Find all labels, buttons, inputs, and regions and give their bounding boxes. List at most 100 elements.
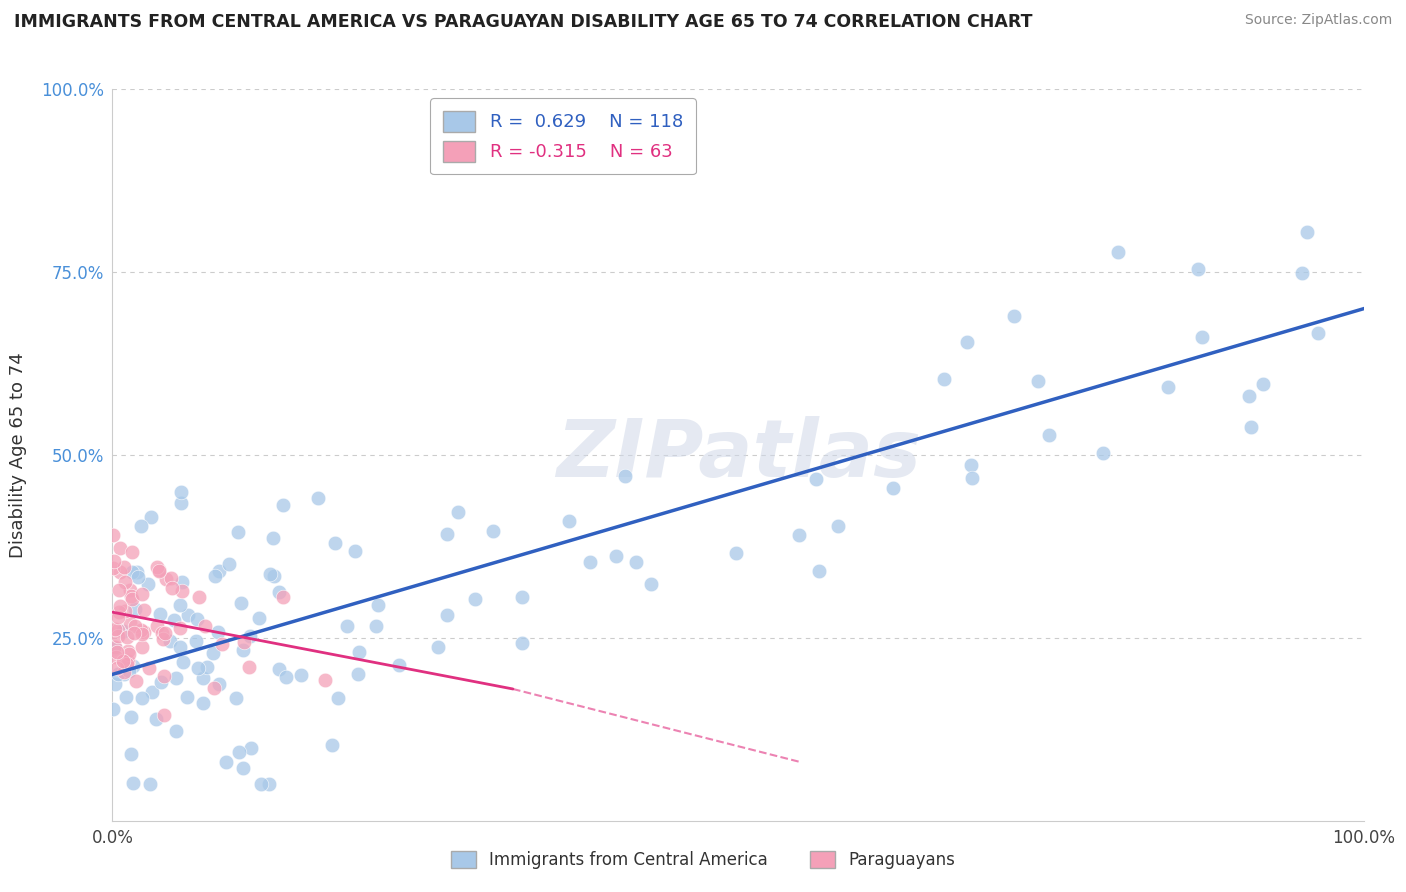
Point [131,627,153,641]
Point [105,645,128,659]
Point [558,514,581,528]
Point [207,625,229,640]
Point [107,624,129,638]
Point [1237,389,1260,403]
Point [186,634,208,648]
Point [343,544,366,558]
Point [267,585,290,599]
Point [129,624,152,638]
Point [112,560,135,574]
Point [263,569,285,583]
Legend: R =  0.629    N = 118, R = -0.315    N = 63: R = 0.629 N = 118, R = -0.315 N = 63 [430,98,696,174]
Point [1028,374,1050,388]
Point [120,589,142,603]
Point [321,738,343,752]
Point [274,670,297,684]
Point [247,611,270,625]
Point [613,468,636,483]
Point [148,564,170,578]
Point [111,624,134,638]
Point [804,472,827,486]
Point [226,525,249,540]
Point [134,603,156,617]
Point [170,496,193,510]
Point [145,711,167,725]
Point [211,637,233,651]
Point [108,605,131,619]
Point [115,690,138,705]
Point [112,665,135,679]
Point [1187,261,1209,276]
Point [262,531,284,545]
Point [366,619,388,633]
Point [259,566,281,581]
Point [169,598,191,612]
Point [112,666,135,681]
Point [121,659,143,673]
Point [177,607,200,622]
Point [114,575,136,590]
Point [323,535,346,549]
Point [139,777,162,791]
Point [107,610,129,624]
Point [187,660,209,674]
Point [202,681,225,695]
Text: ZIPatlas: ZIPatlas [555,416,921,494]
Point [118,664,141,678]
Point [118,647,141,661]
Point [105,660,128,674]
Point [118,615,141,630]
Point [110,565,132,579]
Point [605,549,627,563]
Point [152,707,174,722]
Point [249,777,271,791]
Point [204,569,226,583]
Point [120,747,142,762]
Point [1308,326,1330,340]
Point [114,604,136,618]
Point [1157,380,1180,394]
Point [807,565,830,579]
Point [105,650,128,665]
Point [141,685,163,699]
Point [186,611,208,625]
Point [117,657,139,671]
Point [1107,245,1129,260]
Legend: Immigrants from Central America, Paraguayans: Immigrants from Central America, Paragua… [441,841,965,880]
Point [238,660,260,674]
Point [146,560,169,574]
Point [579,555,602,569]
Point [104,622,127,636]
Point [624,555,647,569]
Point [956,335,979,350]
Point [172,655,194,669]
Point [170,574,193,589]
Point [129,518,152,533]
Point [131,587,153,601]
Point [228,745,250,759]
Point [232,643,254,657]
Point [347,666,370,681]
Point [138,661,160,675]
Point [271,591,294,605]
Point [120,710,142,724]
Point [195,659,218,673]
Point [120,582,142,597]
Point [267,662,290,676]
Point [827,518,849,533]
Point [152,625,174,640]
Point [193,671,215,685]
Point [640,577,662,591]
Point [724,545,747,559]
Point [108,541,131,556]
Point [153,668,176,682]
Point [122,775,145,789]
Point [169,621,191,635]
Point [101,561,124,575]
Point [1092,445,1115,459]
Point [436,608,458,623]
Point [103,554,125,568]
Point [107,667,129,681]
Point [231,596,253,610]
Point [165,723,187,738]
